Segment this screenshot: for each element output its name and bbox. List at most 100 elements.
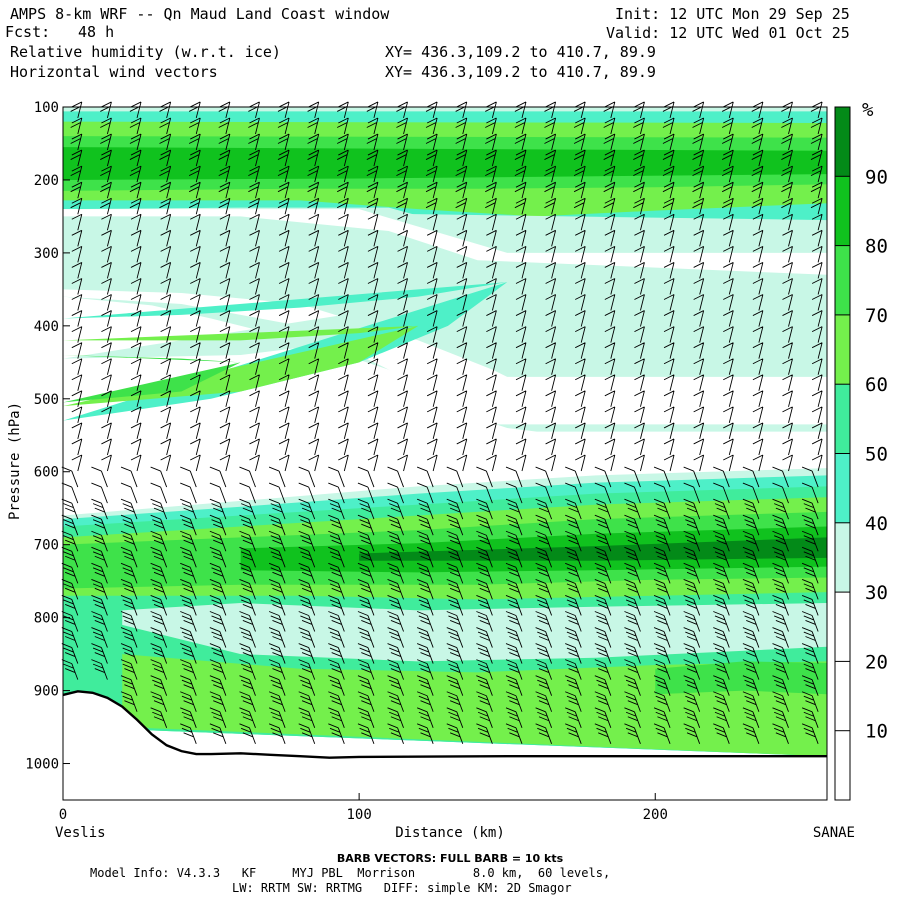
rh-band-upper-80 — [63, 147, 827, 180]
colorbar-segment — [835, 107, 850, 177]
colorbar-label: 20 — [865, 651, 888, 673]
barb — [683, 101, 705, 744]
barb-column — [328, 101, 349, 744]
barb-column — [772, 101, 793, 744]
barb — [61, 101, 83, 680]
barb-column — [61, 101, 83, 680]
x-tick-label: 0 — [59, 807, 67, 823]
colorbar-segment — [835, 730, 850, 800]
barb — [328, 101, 349, 744]
barb-column — [298, 101, 320, 744]
colorbar-label: 70 — [865, 305, 888, 327]
barb — [180, 101, 201, 744]
model-info-physics: LW: RRTM SW: RRTMG DIFF: simple KM: 2D S… — [232, 881, 572, 895]
colorbar-label: 90 — [865, 166, 888, 188]
barb — [772, 101, 793, 744]
cross-section-endpoints-2: XY= 436.3,109.2 to 410.7, 89.9 — [385, 63, 656, 81]
rh-band-low-30b — [122, 603, 828, 662]
cross-section-endpoints-1: XY= 436.3,109.2 to 410.7, 89.9 — [385, 43, 656, 61]
barb — [150, 101, 172, 728]
barb — [535, 101, 557, 744]
y-tick-label: 600 — [34, 465, 59, 481]
barb — [298, 101, 320, 744]
barb-column — [653, 101, 675, 744]
wind-barbs — [61, 101, 823, 744]
barb-column — [683, 101, 705, 744]
y-tick-label: 900 — [34, 684, 59, 700]
colorbar-label: 30 — [865, 582, 888, 604]
model-info: Model Info: V4.3.3 KF MYJ PBL Morrison 8… — [90, 866, 610, 880]
colorbar-segment — [835, 314, 850, 385]
y-tick-label: 700 — [34, 538, 59, 554]
terrain-line — [62, 690, 827, 759]
rh-band-low-60b — [122, 654, 828, 757]
axes: 100 200 300 400 500 600 700 800 900 1000 0 100 200 — [25, 100, 668, 823]
x-tick-label: 100 — [346, 807, 371, 823]
rh-band-mid-30b — [63, 216, 827, 377]
barb-column — [387, 101, 408, 744]
barb — [416, 101, 438, 744]
colorbar-unit: % — [862, 99, 874, 121]
barb — [239, 101, 260, 744]
barb — [713, 101, 734, 744]
barb-column — [209, 101, 231, 744]
y-axis-label: Pressure (hPa) — [7, 402, 23, 520]
barb-column — [742, 101, 764, 744]
y-tick-label: 100 — [34, 100, 59, 116]
rh-band-low-70b — [655, 661, 827, 695]
field-label-rh: Relative humidity (w.r.t. ice) — [10, 43, 281, 61]
barb-column — [150, 101, 172, 728]
barb — [624, 101, 645, 744]
barb-column — [476, 101, 497, 744]
barb-column — [357, 101, 379, 744]
y-tick-label: 800 — [34, 611, 59, 627]
colorbar-label: 50 — [865, 444, 888, 466]
barb — [505, 101, 527, 744]
barb — [565, 101, 586, 744]
y-tick-label: 300 — [34, 246, 59, 262]
rh-fill-layers — [63, 107, 828, 800]
barb — [91, 101, 112, 680]
chart-title: AMPS 8-km WRF -- Qn Maud Land Coast wind… — [10, 5, 390, 23]
y-tick-label: 500 — [34, 392, 59, 408]
barb-note: BARB VECTORS: FULL BARB = 10 kts — [337, 852, 564, 865]
forecast-label: Fcst: — [5, 23, 51, 41]
barb-column — [505, 101, 527, 744]
barb — [120, 101, 142, 712]
barb — [653, 101, 675, 744]
barb — [742, 101, 764, 744]
barb-column — [713, 101, 734, 744]
barb-column — [120, 101, 142, 712]
barb — [476, 101, 497, 744]
colorbar-segment — [835, 661, 850, 731]
colorbar-label: 10 — [865, 721, 888, 743]
barb-column — [446, 101, 468, 744]
colorbar-segment — [835, 592, 850, 662]
barb-column — [801, 101, 823, 744]
y-tick-label: 200 — [34, 173, 59, 189]
rh-band-low-90 — [359, 537, 827, 561]
barb — [801, 101, 823, 744]
x-endpoint-left: Veslis — [55, 825, 106, 841]
barb — [387, 101, 408, 744]
colorbar-label: 60 — [865, 374, 888, 396]
colorbar-segment — [835, 176, 850, 246]
terrain-mask — [63, 691, 827, 800]
barb-column — [535, 101, 557, 744]
barb — [594, 101, 616, 744]
barb — [268, 101, 290, 744]
colorbar-segment — [835, 384, 850, 454]
barb-column — [416, 101, 438, 744]
barb-column — [624, 101, 645, 744]
terrain-profile — [62, 690, 827, 800]
forecast-value: 48 h — [78, 23, 115, 41]
rh-band-mid-70 — [63, 355, 241, 403]
barb — [446, 101, 468, 744]
barb — [357, 101, 379, 744]
plot-frame — [62, 106, 828, 801]
barb-column — [565, 101, 586, 744]
colorbar-label: 40 — [865, 513, 888, 535]
barb-column — [91, 101, 112, 680]
init-time: Init: 12 UTC Mon 29 Sep 25 — [615, 5, 850, 23]
